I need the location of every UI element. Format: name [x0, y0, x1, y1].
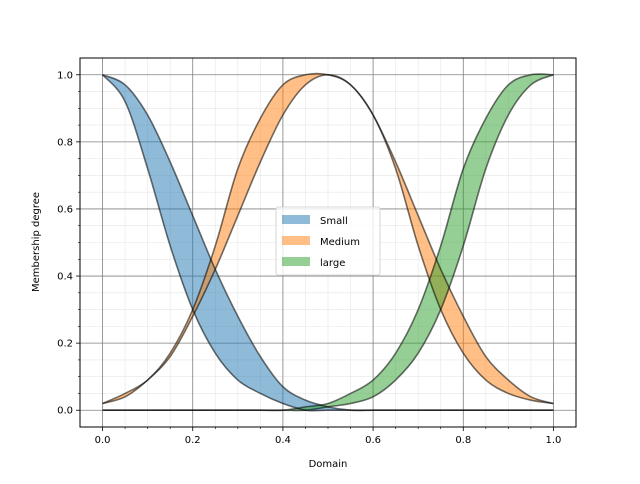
- legend-label-large: large: [320, 258, 345, 269]
- y-tick-label: 0.4: [57, 272, 73, 283]
- legend: Small Medium large: [275, 206, 381, 276]
- x-tick-label: 0.2: [185, 435, 201, 446]
- x-axis-label: Domain: [309, 459, 348, 470]
- axis-ticks: 0.0 0.2 0.4 0.6 0.8 1.0 0.0 0.2 0.4 0.6 0.8 1.0: [57, 70, 561, 446]
- legend-label-small: Small: [320, 216, 348, 227]
- legend-label-medium: Medium: [320, 237, 360, 248]
- y-axis-label: Membership degree: [31, 192, 42, 292]
- y-tick-label: 0.6: [57, 204, 73, 215]
- legend-swatch-large: [282, 257, 310, 266]
- x-tick-label: 1.0: [546, 435, 562, 446]
- legend-swatch-small: [282, 215, 310, 224]
- y-tick-label: 0.0: [57, 406, 73, 417]
- area-large: [102, 74, 554, 411]
- lower-line-small: [101, 74, 554, 412]
- x-tick-label: 0.6: [365, 435, 381, 446]
- y-tick-label: 1.0: [57, 70, 73, 81]
- area-small: [102, 74, 554, 411]
- lower-line-large: [102, 74, 554, 412]
- lower-line-medium: [102, 73, 554, 405]
- y-tick-label: 0.8: [57, 137, 73, 148]
- x-tick-label: 0.8: [455, 435, 471, 446]
- series-areas: [101, 72, 554, 412]
- y-tick-label: 0.2: [57, 339, 73, 350]
- legend-swatch-medium: [282, 236, 310, 245]
- x-tick-label: 0.4: [275, 435, 291, 446]
- x-tick-label: 0.0: [95, 435, 111, 446]
